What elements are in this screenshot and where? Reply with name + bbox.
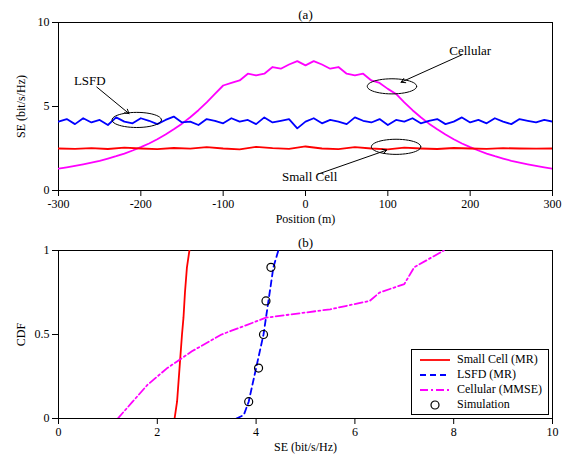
svg-text:0: 0 — [56, 425, 62, 439]
svg-text:0: 0 — [44, 183, 50, 197]
svg-text:4: 4 — [253, 425, 259, 439]
svg-text:SE (bit/s/Hz): SE (bit/s/Hz) — [274, 440, 337, 454]
svg-text:1: 1 — [44, 243, 50, 257]
svg-text:LSFD: LSFD — [74, 73, 106, 88]
svg-text:CDF: CDF — [14, 323, 28, 347]
svg-text:(a): (a) — [298, 7, 312, 22]
svg-text:10: 10 — [547, 425, 559, 439]
html-text:Simulation: Simulation — [457, 397, 510, 411]
svg-text:300: 300 — [544, 197, 562, 211]
svg-text:0: 0 — [44, 411, 50, 425]
svg-text:5: 5 — [44, 99, 50, 113]
svg-text:-300: -300 — [48, 197, 70, 211]
html-text:Small Cell (MR): Small Cell (MR) — [457, 352, 538, 366]
svg-text:-100: -100 — [212, 197, 234, 211]
svg-text:Cellular: Cellular — [449, 43, 492, 58]
svg-text:Position (m): Position (m) — [276, 212, 336, 226]
svg-text:(b): (b) — [298, 235, 313, 250]
svg-text:Small Cell: Small Cell — [282, 169, 338, 184]
svg-text:-200: -200 — [130, 197, 152, 211]
svg-text:2: 2 — [154, 425, 160, 439]
svg-text:200: 200 — [461, 197, 479, 211]
svg-text:100: 100 — [379, 197, 397, 211]
svg-text:6: 6 — [352, 425, 358, 439]
svg-text:10: 10 — [38, 15, 50, 29]
svg-text:0: 0 — [303, 197, 309, 211]
html-text:Cellular (MMSE): Cellular (MMSE) — [457, 382, 542, 396]
svg-text:0.5: 0.5 — [35, 327, 50, 341]
svg-text:8: 8 — [451, 425, 457, 439]
svg-text:SE (bit/s/Hz): SE (bit/s/Hz) — [14, 75, 28, 138]
html-text:LSFD (MR): LSFD (MR) — [457, 367, 516, 381]
